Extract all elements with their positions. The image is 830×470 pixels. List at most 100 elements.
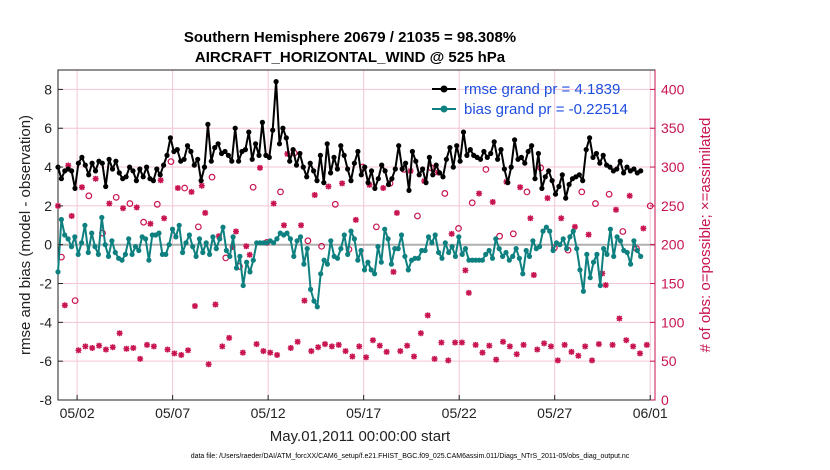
rmse-point [563, 195, 569, 201]
obs-possible-marker [181, 184, 189, 192]
bias-point [570, 228, 576, 234]
bias-point [513, 246, 519, 252]
rmse-point [99, 160, 105, 166]
obs-assimilated-marker [585, 231, 592, 238]
rmse-point [300, 164, 306, 170]
bias-point [601, 246, 607, 252]
bias-point [526, 253, 533, 259]
rmse-point [617, 158, 623, 164]
obs-assimilated-marker [383, 348, 390, 355]
bias-point [382, 226, 388, 232]
rmse-point [358, 172, 364, 178]
rmse-point [365, 180, 371, 186]
obs-assimilated-marker [239, 349, 246, 356]
rmse-point [174, 147, 180, 153]
bias-point [129, 251, 135, 257]
obs-assimilated-marker [65, 162, 72, 169]
bias-point [449, 244, 455, 250]
rmse-point [256, 152, 262, 158]
obs-assimilated-marker [366, 181, 373, 188]
bias-point [493, 236, 499, 242]
rmse-point [590, 154, 596, 160]
rmse-point [375, 176, 381, 182]
obs-assimilated-marker [315, 344, 322, 351]
plot-frame [57, 69, 656, 401]
bias-point [402, 253, 408, 259]
bias-point [311, 298, 317, 304]
bias-point [328, 238, 334, 244]
obs-assimilated-marker [349, 353, 356, 360]
obs-assimilated-marker [534, 346, 541, 353]
rmse-point [488, 150, 494, 157]
obs-possible-marker [372, 223, 380, 231]
bias-point [624, 249, 630, 256]
rmse-point [372, 185, 378, 191]
bias-point [126, 236, 132, 242]
bias-point [398, 232, 405, 238]
obs-assimilated-marker [174, 185, 181, 192]
rmse-point [212, 145, 218, 151]
rmse-point [195, 156, 201, 162]
obs-assimilated-marker [82, 343, 89, 350]
rmse-point [140, 174, 146, 180]
obs-assimilated-marker [205, 361, 212, 368]
y-tick-label: -8 [40, 392, 53, 408]
grid [58, 70, 655, 400]
rmse-point [167, 135, 173, 141]
obs-possible-marker [509, 230, 517, 238]
rmse-point [191, 162, 197, 168]
bias-point [190, 244, 196, 250]
y2-tick-label: 150 [661, 276, 685, 292]
bias-point [294, 238, 300, 244]
obs-assimilated-marker [352, 216, 359, 223]
obs-assimilated-marker [582, 343, 589, 350]
obs-assimilated-marker [602, 282, 609, 289]
bias-point [574, 246, 580, 252]
rmse-point [501, 166, 507, 172]
rmse-point [385, 181, 392, 188]
x-tick-label: 05/22 [442, 405, 477, 421]
obs-assimilated-marker [161, 215, 168, 222]
bias-point [628, 261, 634, 267]
bias-point [456, 234, 462, 240]
rmse-point [109, 166, 116, 172]
bias-point [217, 236, 223, 242]
rmse-point [201, 164, 208, 170]
bias-point [99, 214, 105, 221]
rmse-point [290, 147, 296, 153]
rmse-point [447, 145, 453, 151]
rmse-point [144, 164, 150, 170]
rmse-point [334, 166, 340, 172]
bias-point [324, 261, 330, 267]
chart-subtitle: AIRCRAFT_HORIZONTAL_WIND @ 525 hPa [195, 49, 506, 66]
rmse-point [137, 166, 143, 172]
y2-tick-label: 100 [661, 314, 685, 330]
rmse-point [236, 158, 242, 164]
obs-assimilated-marker [472, 341, 479, 348]
y2-tick-label: 200 [661, 237, 685, 253]
bias-point [439, 255, 445, 261]
rmse-point [161, 162, 167, 168]
bias-point [193, 253, 199, 259]
bias-point [173, 234, 179, 240]
bias-point [442, 240, 448, 246]
bias-point [82, 222, 88, 228]
obs-assimilated-marker [253, 341, 260, 348]
x-tick-label: 05/17 [346, 405, 381, 421]
bias-point [415, 255, 421, 261]
rmse-point [416, 172, 422, 178]
bias-point [345, 251, 351, 257]
bias-point [89, 230, 95, 236]
y-tick-label: 6 [44, 120, 52, 136]
bias-point [516, 255, 523, 261]
bias-point [405, 267, 411, 273]
rmse-point [198, 178, 204, 184]
rmse-point [614, 166, 620, 172]
obs-assimilated-marker [369, 337, 376, 344]
rmse-point [351, 160, 357, 166]
rmse-point [75, 160, 81, 166]
obs-assimilated-marker [120, 205, 127, 212]
bias-point [486, 247, 492, 254]
obs-assimilated-marker [215, 233, 222, 240]
obs-assimilated-marker [212, 301, 219, 308]
